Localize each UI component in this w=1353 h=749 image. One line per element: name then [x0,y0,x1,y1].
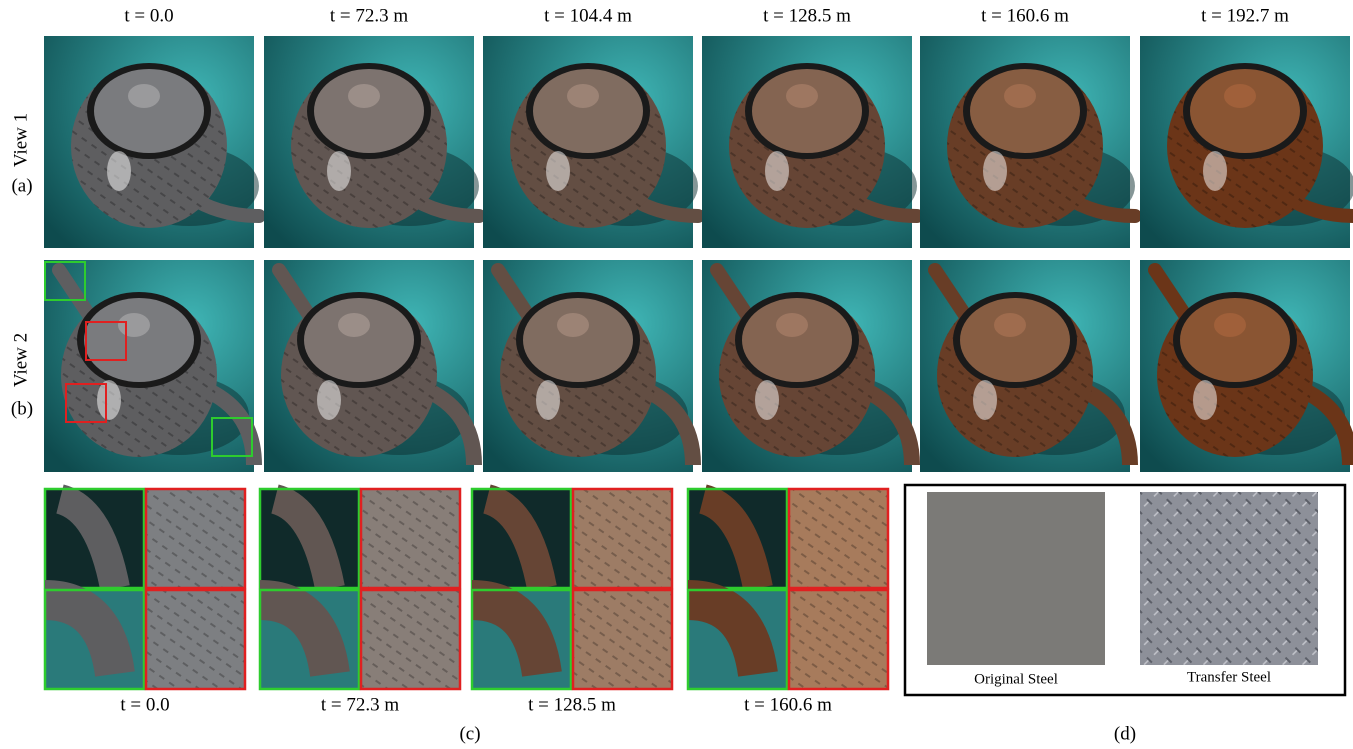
highlight [973,380,997,420]
row-name: View 2 [10,333,31,387]
lid [960,298,1070,382]
highlight [107,151,131,191]
teapot-image [264,36,479,248]
column-label: t = 0.0 [124,5,173,26]
highlight [97,380,121,420]
zoom-label: t = 160.6 m [744,694,832,715]
highlight [983,151,1007,191]
column-label: t = 72.3 m [330,5,408,26]
zoom-label: t = 72.3 m [321,694,399,715]
caption: (c) [459,723,480,744]
teapot-image [920,260,1130,472]
figure: View 1 (a) View 2 (b) (c) Original Steel… [0,0,1353,749]
knob [118,313,150,337]
zoom-texture [789,489,888,588]
lid [1190,69,1300,153]
swatch [1140,492,1318,665]
zoom-label: t = 128.5 m [528,694,616,715]
highlight [765,151,789,191]
column-label: t = 192.7 m [1201,5,1289,26]
row-name: View 1 [10,113,31,167]
highlight [317,380,341,420]
lid [1180,298,1290,382]
material-label: Transfer Steel [1187,669,1271,685]
teapot-image [702,260,912,472]
teapot-image [1140,36,1353,248]
knob [1224,84,1256,108]
zoom-texture [146,590,245,689]
knob [338,313,370,337]
zoom-label: t = 0.0 [120,694,169,715]
column-label: t = 104.4 m [544,5,632,26]
lid [752,69,862,153]
lid [314,69,424,153]
lid [970,69,1080,153]
lid [304,298,414,382]
teapot-image [702,36,917,248]
row-label: (b) [11,398,33,419]
teapot-image [44,260,254,472]
column-label: t = 128.5 m [763,5,851,26]
lid [84,298,194,382]
swatch [927,492,1105,665]
highlight [546,151,570,191]
lid [533,69,643,153]
knob [567,84,599,108]
caption: (d) [1114,723,1136,744]
zoom-texture [573,489,672,588]
zoom-texture [789,590,888,689]
column-label: t = 160.6 m [981,5,1069,26]
highlight [327,151,351,191]
knob [1214,313,1246,337]
zoom-texture [361,489,460,588]
knob [557,313,589,337]
row-label: (a) [11,175,32,196]
highlight [1203,151,1227,191]
teapot-image [920,36,1135,248]
zoom-texture [361,590,460,689]
teapot-image [483,260,693,472]
lid [94,69,204,153]
material-label: Original Steel [974,671,1058,687]
teapot-image [1140,260,1350,472]
lid [523,298,633,382]
highlight [536,380,560,420]
zoom-texture [573,590,672,689]
highlight [755,380,779,420]
knob [128,84,160,108]
knob [348,84,380,108]
knob [1004,84,1036,108]
teapot-image [264,260,474,472]
knob [786,84,818,108]
teapot-image [44,36,259,248]
highlight [1193,380,1217,420]
knob [776,313,808,337]
knob [994,313,1026,337]
teapot-image [483,36,698,248]
zoom-texture [146,489,245,588]
lid [742,298,852,382]
